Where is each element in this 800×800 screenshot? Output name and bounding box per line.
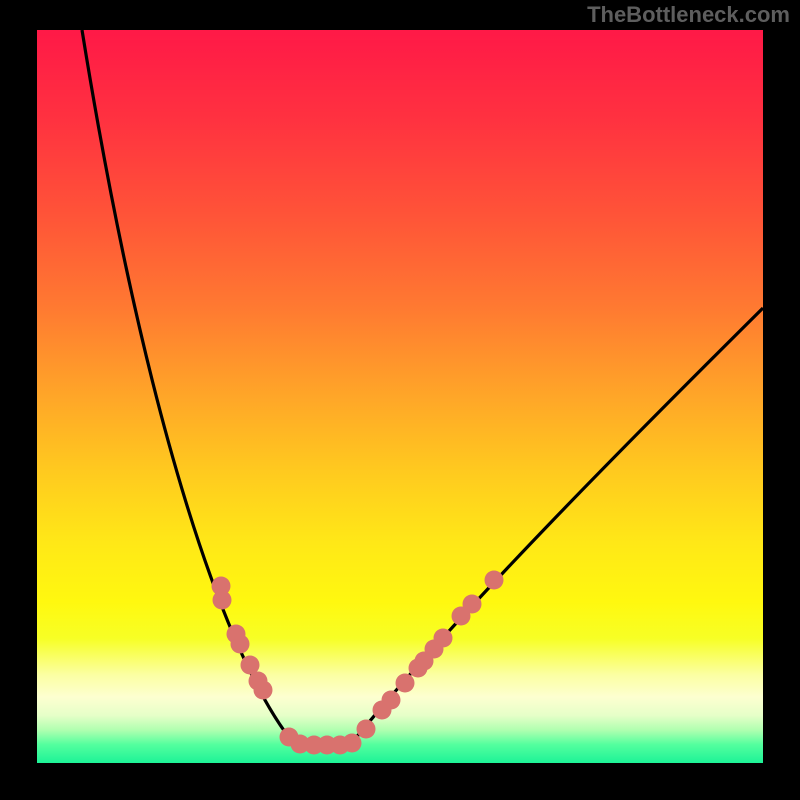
marker-dot xyxy=(382,691,401,710)
marker-dot xyxy=(231,635,250,654)
marker-dot xyxy=(213,591,232,610)
marker-dot xyxy=(254,681,273,700)
marker-dot xyxy=(434,629,453,648)
marker-dot xyxy=(343,734,362,753)
watermark-text: TheBottleneck.com xyxy=(587,2,790,27)
marker-dot xyxy=(485,571,504,590)
plot-area xyxy=(37,30,763,763)
marker-dot xyxy=(396,674,415,693)
marker-dot xyxy=(357,720,376,739)
bottleneck-chart: TheBottleneck.com xyxy=(0,0,800,800)
marker-dot xyxy=(463,595,482,614)
